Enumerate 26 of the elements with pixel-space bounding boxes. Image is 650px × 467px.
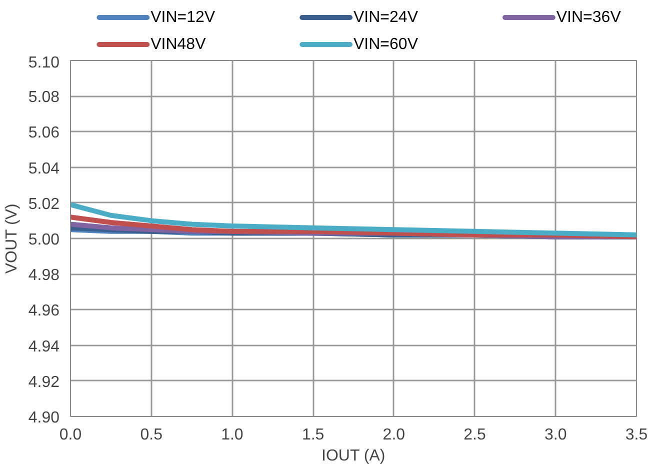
x-tick-label: 1.0 [221, 426, 244, 444]
x-tick-label: 3.5 [625, 426, 648, 444]
x-tick-label: 2.0 [382, 426, 406, 444]
y-tick-label: 4.98 [28, 267, 60, 284]
y-axis-title: VOUT (V) [3, 204, 20, 274]
y-tick-label: 5.06 [28, 124, 60, 142]
x-tick-label: 0.0 [59, 426, 82, 444]
y-tick-label: 5.02 [28, 196, 60, 213]
y-tick-label: 4.96 [28, 302, 60, 320]
y-tick-label: 4.94 [28, 338, 60, 356]
x-tick-label: 2.5 [464, 426, 486, 444]
legend-label: VIN=60V [354, 36, 418, 53]
y-tick-label: 5.00 [28, 232, 60, 248]
x-tick-label: 0.5 [140, 426, 163, 444]
y-tick-label: 5.08 [28, 89, 60, 106]
legend-label: VIN=24V [354, 9, 418, 26]
x-tick-label: 3.0 [544, 426, 567, 444]
x-tick-label: 1.5 [302, 426, 324, 444]
y-tick-label: 5.04 [28, 160, 60, 178]
y-tick-label: 4.92 [28, 374, 60, 391]
x-axis-title: IOUT (A) [322, 448, 386, 464]
y-tick-label: 5.10 [28, 54, 60, 72]
legend-label: VIN48V [150, 36, 206, 53]
legend-label: VIN=12V [150, 9, 216, 26]
legend-label: VIN=36V [556, 9, 622, 26]
y-tick-label: 4.90 [28, 410, 60, 426]
